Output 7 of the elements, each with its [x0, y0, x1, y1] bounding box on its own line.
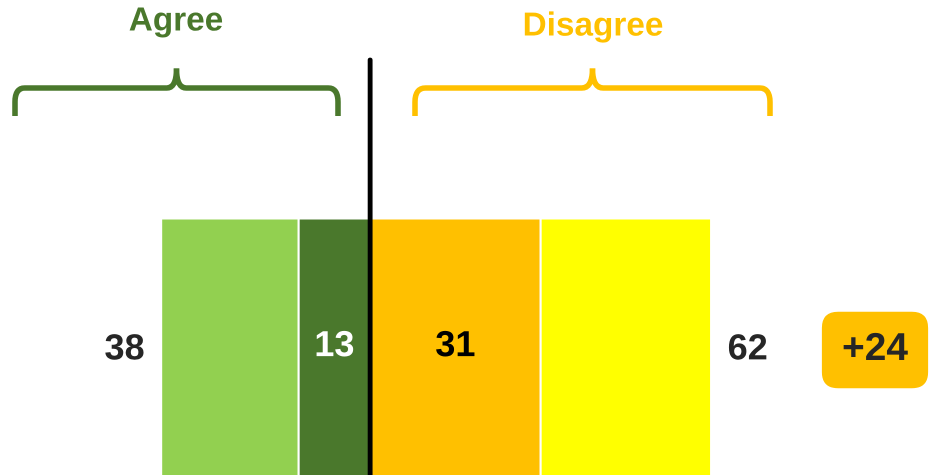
text: 62	[728, 334, 766, 360]
data-label: 31	[436, 330, 474, 356]
text: +24	[844, 332, 908, 360]
text: Agree	[130, 8, 222, 38]
data-label: 13	[316, 330, 354, 356]
text: Disagree	[524, 11, 662, 43]
text: 38	[105, 334, 144, 360]
